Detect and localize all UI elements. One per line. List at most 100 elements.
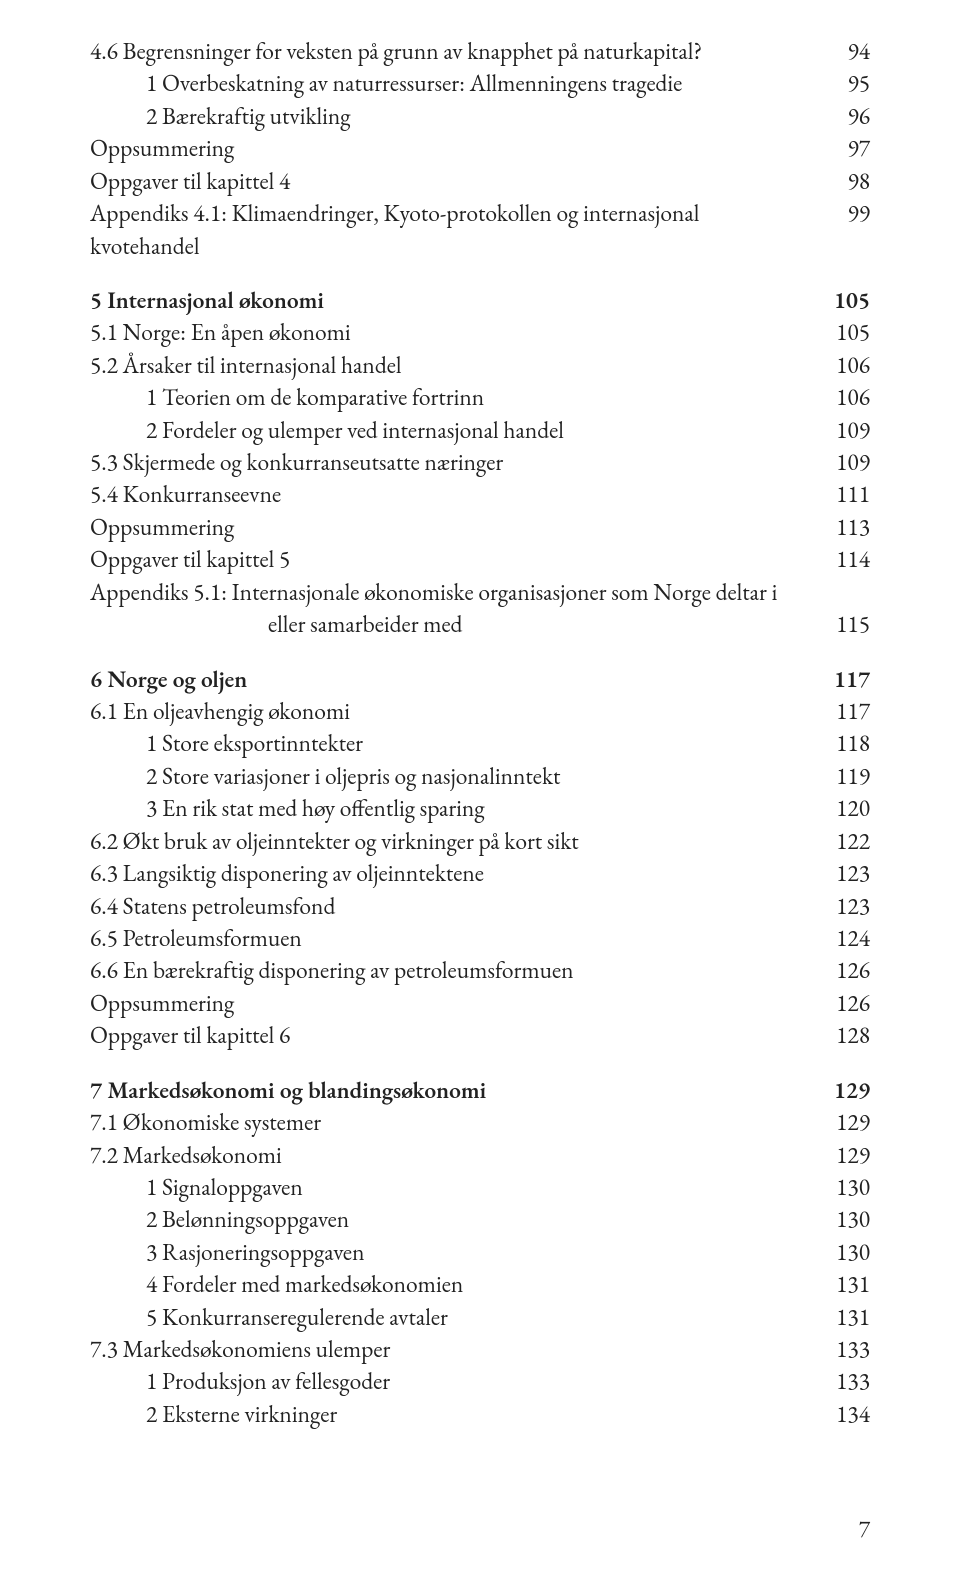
toc-entry: Oppsummering113 (90, 512, 870, 544)
chapter-page: 105 (820, 285, 870, 317)
toc-entry: 5.3 Skjermede og konkurranseutsatte næri… (90, 447, 870, 479)
ch7-block: 7 Markedsøkonomi og blandingsøkonomi129 … (90, 1075, 870, 1432)
entry-page: 117 (820, 696, 870, 728)
entry-page: 99 (820, 198, 870, 230)
toc-entry: 1 Signaloppgaven130 (90, 1172, 870, 1204)
toc-entry: 6.1 En oljeavhengig økonomi117 (90, 696, 870, 728)
chapter-heading: 7 Markedsøkonomi og blandingsøkonomi129 (90, 1075, 870, 1107)
toc-page: 4.6 Begrensninger for veksten på grunn a… (0, 0, 960, 1576)
entry-label: 2 Store variasjoner i oljepris og nasjon… (146, 761, 820, 793)
toc-entry: Oppgaver til kapittel 498 (90, 166, 870, 198)
entry-label: eller samarbeider med (268, 609, 820, 641)
ch6-block: 6 Norge og oljen117 6.1 En oljeavhengig … (90, 664, 870, 1053)
entry-page: 133 (820, 1334, 870, 1366)
toc-entry: 2 Fordeler og ulemper ved internasjonal … (90, 415, 870, 447)
entry-page: 131 (820, 1269, 870, 1301)
entry-page: 106 (820, 350, 870, 382)
toc-entry: Oppsummering97 (90, 133, 870, 165)
ch5-block: 5 Internasjonal økonomi105 5.1 Norge: En… (90, 285, 870, 642)
entry-label: 7.2 Markedsøkonomi (90, 1140, 820, 1172)
entry-page: 130 (820, 1172, 870, 1204)
chapter-title: 6 Norge og oljen (90, 664, 820, 696)
entry-label: 2 Eksterne virkninger (146, 1399, 820, 1431)
entry-label: Oppsummering (90, 512, 820, 544)
entry-page: 134 (820, 1399, 870, 1431)
entry-label: 1 Overbeskatning av naturressurser: Allm… (146, 68, 820, 100)
toc-entry: 1 Teorien om de komparative fortrinn106 (90, 382, 870, 414)
entry-page: 111 (820, 479, 870, 511)
entry-page: 115 (820, 609, 870, 641)
chapter-page: 117 (820, 664, 870, 696)
entry-page: 119 (820, 761, 870, 793)
entry-label: 6.2 Økt bruk av oljeinntekter og virknin… (90, 826, 820, 858)
entry-page: 106 (820, 382, 870, 414)
entry-label: 3 Rasjoneringsoppgaven (146, 1237, 820, 1269)
toc-entry: Oppgaver til kapittel 6128 (90, 1020, 870, 1052)
toc-entry: 6.4 Statens petroleumsfond123 (90, 891, 870, 923)
entry-page: 118 (820, 728, 870, 760)
toc-entry-wrap: Appendiks 5.1: Internasjonale økonomiske… (90, 577, 870, 609)
chapter-title: 7 Markedsøkonomi og blandingsøkonomi (90, 1075, 820, 1107)
entry-label: Oppsummering (90, 133, 820, 165)
toc-entry: 5 Konkurranseregulerende avtaler131 (90, 1302, 870, 1334)
entry-page: 109 (820, 447, 870, 479)
entry-label: 1 Produksjon av fellesgoder (146, 1366, 820, 1398)
toc-entry: 7.1 Økonomiske systemer129 (90, 1107, 870, 1139)
entry-page: 129 (820, 1140, 870, 1172)
entry-label: 5.1 Norge: En åpen økonomi (90, 317, 820, 349)
toc-entry: 5.2 Årsaker til internasjonal handel106 (90, 350, 870, 382)
entry-label: 7.1 Økonomiske systemer (90, 1107, 820, 1139)
entry-page: 95 (820, 68, 870, 100)
entry-label: Oppgaver til kapittel 4 (90, 166, 820, 198)
toc-entry: 4 Fordeler med markedsøkonomien131 (90, 1269, 870, 1301)
entry-page: 123 (820, 858, 870, 890)
toc-entry: 4.6 Begrensninger for veksten på grunn a… (90, 36, 870, 68)
chapter-title: 5 Internasjonal økonomi (90, 285, 820, 317)
entry-label: 6.4 Statens petroleumsfond (90, 891, 820, 923)
entry-label: 7.3 Markedsøkonomiens ulemper (90, 1334, 820, 1366)
toc-entry: 2 Bærekraftig utvikling96 (90, 101, 870, 133)
toc-entry: 1 Store eksportinntekter118 (90, 728, 870, 760)
toc-entry-continuation: eller samarbeider med115 (90, 609, 870, 641)
toc-entry: 1 Produksjon av fellesgoder133 (90, 1366, 870, 1398)
entry-page: 113 (820, 512, 870, 544)
entry-page: 128 (820, 1020, 870, 1052)
toc-entry: 3 Rasjoneringsoppgaven130 (90, 1237, 870, 1269)
entry-label: 5 Konkurranseregulerende avtaler (146, 1302, 820, 1334)
entry-page: 109 (820, 415, 870, 447)
entry-page: 133 (820, 1366, 870, 1398)
chapter-heading: 5 Internasjonal økonomi105 (90, 285, 870, 317)
toc-entry: 6.3 Langsiktig disponering av oljeinntek… (90, 858, 870, 890)
entry-label: 3 En rik stat med høy offentlig sparing (146, 793, 820, 825)
entry-label: 5.3 Skjermede og konkurranseutsatte næri… (90, 447, 820, 479)
toc-entry: 2 Belønningsoppgaven130 (90, 1204, 870, 1236)
entry-label: 6.5 Petroleumsformuen (90, 923, 820, 955)
toc-entry: 1 Overbeskatning av naturressurser: Allm… (90, 68, 870, 100)
entry-page: 130 (820, 1237, 870, 1269)
entry-label: 2 Belønningsoppgaven (146, 1204, 820, 1236)
toc-entry: 6.2 Økt bruk av oljeinntekter og virknin… (90, 826, 870, 858)
entry-page: 129 (820, 1107, 870, 1139)
toc-entry: 6.5 Petroleumsformuen124 (90, 923, 870, 955)
page-number: 7 (859, 1514, 870, 1546)
entry-label: Oppgaver til kapittel 6 (90, 1020, 820, 1052)
entry-label: 6.1 En oljeavhengig økonomi (90, 696, 820, 728)
entry-label: 4.6 Begrensninger for veksten på grunn a… (90, 36, 820, 68)
chapter-heading: 6 Norge og oljen117 (90, 664, 870, 696)
entry-label: 5.4 Konkurranseevne (90, 479, 820, 511)
entry-label: 1 Store eksportinntekter (146, 728, 820, 760)
entry-label: Oppgaver til kapittel 5 (90, 544, 820, 576)
entry-label: Oppsummering (90, 988, 820, 1020)
entry-label: 4 Fordeler med markedsøkonomien (146, 1269, 820, 1301)
entry-page: 131 (820, 1302, 870, 1334)
entry-page: 130 (820, 1204, 870, 1236)
toc-entry: Appendiks 4.1: Klimaendringer, Kyoto-pro… (90, 198, 870, 263)
entry-page: 122 (820, 826, 870, 858)
chapter-page: 129 (820, 1075, 870, 1107)
entry-page: 120 (820, 793, 870, 825)
entry-page: 98 (820, 166, 870, 198)
entry-page: 97 (820, 133, 870, 165)
toc-entry: 7.2 Markedsøkonomi129 (90, 1140, 870, 1172)
entry-label: 6.3 Langsiktig disponering av oljeinntek… (90, 858, 820, 890)
entry-page: 114 (820, 544, 870, 576)
